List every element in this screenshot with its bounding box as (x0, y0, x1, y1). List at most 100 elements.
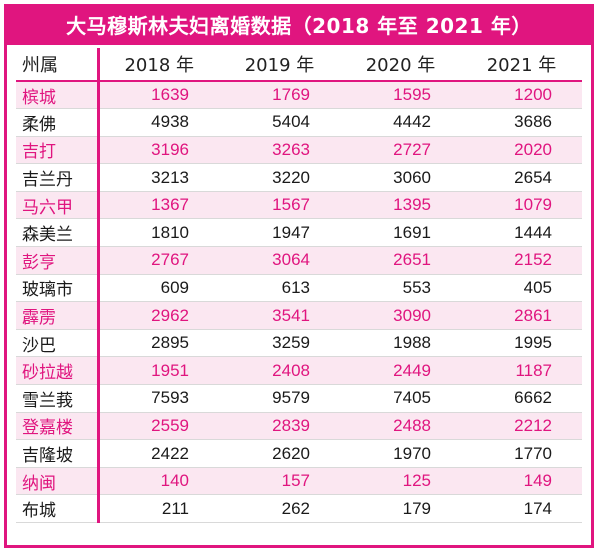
value-cell: 3090 (340, 301, 461, 330)
header-row: 州属 2018 年 2019 年 2020 年 2021 年 (16, 48, 582, 82)
value-cell: 149 (461, 467, 582, 496)
value-cell: 1947 (219, 218, 340, 248)
value-cell: 2895 (98, 329, 219, 358)
state-name: 霹雳 (16, 301, 100, 330)
value-cell: 3686 (461, 108, 582, 137)
state-name: 纳闽 (16, 467, 100, 496)
value-cell: 1639 (98, 81, 219, 110)
table-row: 登嘉楼 2559 2839 2488 2212 (16, 412, 582, 441)
value-cell: 3213 (98, 163, 219, 192)
value-cell: 2559 (98, 412, 219, 441)
state-name: 吉兰丹 (16, 163, 100, 192)
value-cell: 2408 (219, 356, 340, 386)
value-cell: 1595 (340, 81, 461, 110)
value-cell: 1691 (340, 218, 461, 248)
table-row: 彭亨 2767 3064 2651 2152 (16, 246, 582, 275)
value-cell: 3541 (219, 301, 340, 330)
value-cell: 2620 (219, 439, 340, 468)
state-name: 森美兰 (16, 218, 100, 248)
state-name: 登嘉楼 (16, 412, 100, 441)
value-cell: 2488 (340, 412, 461, 441)
value-cell: 2212 (461, 412, 582, 441)
value-cell: 1187 (461, 356, 582, 386)
state-name: 沙巴 (16, 329, 100, 358)
value-cell: 174 (461, 494, 582, 523)
value-cell: 3060 (340, 163, 461, 192)
value-cell: 3263 (219, 136, 340, 165)
value-cell: 2654 (461, 163, 582, 192)
header-state: 州属 (16, 48, 100, 82)
table-row: 槟城 1639 1769 1595 1200 (16, 81, 582, 110)
value-cell: 1200 (461, 81, 582, 110)
value-cell: 553 (340, 274, 461, 303)
table-row: 纳闽 140 157 125 149 (16, 467, 582, 496)
table-row: 霹雳 2962 3541 3090 2861 (16, 301, 582, 330)
value-cell: 179 (340, 494, 461, 523)
value-cell: 3196 (98, 136, 219, 165)
state-name: 槟城 (16, 81, 100, 110)
header-year-2020: 2020 年 (340, 48, 461, 82)
value-cell: 9579 (219, 384, 340, 413)
value-cell: 4442 (340, 108, 461, 137)
value-cell: 1951 (98, 356, 219, 386)
table-row: 马六甲 1367 1567 1395 1079 (16, 191, 582, 220)
table-row: 柔佛 4938 5404 4442 3686 (16, 108, 582, 137)
value-cell: 2651 (340, 246, 461, 275)
value-cell: 140 (98, 467, 219, 496)
value-cell: 157 (219, 467, 340, 496)
value-cell: 609 (98, 274, 219, 303)
header-year-2019: 2019 年 (219, 48, 340, 82)
value-cell: 2839 (219, 412, 340, 441)
header-year-2021: 2021 年 (461, 48, 582, 82)
value-cell: 7405 (340, 384, 461, 413)
value-cell: 1079 (461, 191, 582, 220)
value-cell: 3064 (219, 246, 340, 275)
table-row: 雪兰莪 7593 9579 7405 6662 (16, 384, 582, 413)
value-cell: 2767 (98, 246, 219, 275)
table-row: 沙巴 2895 3259 1988 1995 (16, 329, 582, 358)
divorce-data-table: 州属 2018 年 2019 年 2020 年 2021 年 槟城 1639 176… (16, 48, 582, 523)
value-cell: 125 (340, 467, 461, 496)
value-cell: 5404 (219, 108, 340, 137)
value-cell: 2727 (340, 136, 461, 165)
table-body: 槟城 1639 1769 1595 1200 柔佛 4938 5404 4442 3686 吉打 31… (16, 81, 582, 523)
table-row: 布城 211 262 179 174 (16, 494, 582, 523)
state-name: 吉打 (16, 136, 100, 165)
header-year-2018: 2018 年 (98, 48, 219, 82)
table-title: 大马穆斯林夫妇离婚数据（2018 年至 2021 年） (7, 7, 591, 45)
value-cell: 1567 (219, 191, 340, 220)
state-name: 玻璃市 (16, 274, 100, 303)
value-cell: 1444 (461, 218, 582, 248)
state-name: 砂拉越 (16, 356, 100, 386)
value-cell: 262 (219, 494, 340, 523)
value-cell: 2962 (98, 301, 219, 330)
value-cell: 2152 (461, 246, 582, 275)
value-cell: 3259 (219, 329, 340, 358)
value-cell: 2449 (340, 356, 461, 386)
value-cell: 1970 (340, 439, 461, 468)
state-name: 彭亨 (16, 246, 100, 275)
value-cell: 1770 (461, 439, 582, 468)
value-cell: 1810 (98, 218, 219, 248)
value-cell: 7593 (98, 384, 219, 413)
state-name: 布城 (16, 494, 100, 523)
state-name: 雪兰莪 (16, 384, 100, 413)
value-cell: 1988 (340, 329, 461, 358)
value-cell: 1995 (461, 329, 582, 358)
state-name: 吉隆坡 (16, 439, 100, 468)
value-cell: 2422 (98, 439, 219, 468)
state-name: 马六甲 (16, 191, 100, 220)
table-row: 砂拉越 1951 2408 2449 1187 (16, 356, 582, 386)
table-row: 吉打 3196 3263 2727 2020 (16, 136, 582, 165)
table-row: 森美兰 1810 1947 1691 1444 (16, 218, 582, 248)
table-row: 玻璃市 609 613 553 405 (16, 274, 582, 303)
value-cell: 4938 (98, 108, 219, 137)
value-cell: 613 (219, 274, 340, 303)
value-cell: 405 (461, 274, 582, 303)
table-frame: 大马穆斯林夫妇离婚数据（2018 年至 2021 年） 州属 2018 年 20… (4, 4, 594, 548)
table-row: 吉隆坡 2422 2620 1970 1770 (16, 439, 582, 468)
value-cell: 211 (98, 494, 219, 523)
value-cell: 6662 (461, 384, 582, 413)
value-cell: 2020 (461, 136, 582, 165)
value-cell: 3220 (219, 163, 340, 192)
